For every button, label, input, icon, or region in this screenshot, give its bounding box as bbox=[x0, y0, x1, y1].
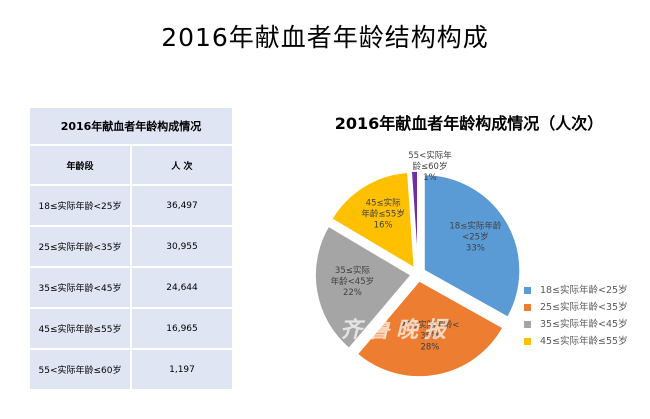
row-count: 24,644 bbox=[130, 266, 234, 309]
table-row: 55<实际年龄≤60岁 1,197 bbox=[28, 348, 234, 391]
row-age-label: 25≤实际年龄<35岁 bbox=[28, 225, 132, 268]
legend-swatch bbox=[524, 304, 531, 311]
row-count: 16,965 bbox=[130, 307, 234, 350]
watermark-logo: 齐鲁晚报 bbox=[340, 318, 453, 343]
pie-slice bbox=[356, 279, 505, 378]
row-age-label: 35≤实际年龄<45岁 bbox=[28, 266, 132, 309]
legend-swatch bbox=[524, 321, 531, 328]
legend-swatch bbox=[524, 287, 531, 294]
pie-chart-title: 2016年献血者年龄构成情况（人次） bbox=[334, 114, 604, 133]
pie-slice-label: 25≤实际年龄< 35岁 28% bbox=[400, 319, 459, 352]
age-table: 2016年献血者年龄构成情况 年龄段 人 次 18≤实际年龄<25岁 36,49… bbox=[28, 106, 234, 391]
pie-slice bbox=[314, 225, 413, 350]
pie-slice-label: 18≤实际年龄<25岁 33% bbox=[449, 220, 501, 253]
table-row: 45≤实际年龄≤55岁 16,965 bbox=[28, 307, 234, 350]
row-count: 1,197 bbox=[130, 348, 234, 391]
pie-slice bbox=[423, 173, 521, 319]
age-table-panel: 2016年献血者年龄构成情况 年龄段 人 次 18≤实际年龄<25岁 36,49… bbox=[28, 106, 234, 391]
row-age-label: 45≤实际年龄≤55岁 bbox=[28, 307, 132, 350]
legend-label: 45≤实际年龄≤55岁 bbox=[540, 336, 628, 347]
table-row: 25≤实际年龄<35岁 30,955 bbox=[28, 225, 234, 268]
pie-slice-label: 55<实际年龄≤60岁 1% bbox=[408, 150, 452, 183]
legend-swatch bbox=[524, 338, 531, 345]
legend-item: 18≤实际年龄<25岁 bbox=[524, 284, 644, 297]
pie-legend: 18≤实际年龄<25岁 25≤实际年龄<35岁 35≤实际年龄<45岁 45≤实… bbox=[524, 284, 644, 352]
row-count: 30,955 bbox=[130, 225, 234, 268]
table-header-count: 人 次 bbox=[130, 144, 234, 186]
pie-slice-label: 45≤实际年龄≤55岁 16% bbox=[361, 197, 404, 230]
row-age-label: 18≤实际年龄<25岁 bbox=[28, 184, 132, 227]
page-title: 2016年献血者年龄结构构成 bbox=[161, 23, 489, 52]
pie-chart: 18≤实际年龄<25岁 33% 25≤实际年龄< 35岁 28% 35≤实际年龄<45岁 2… bbox=[314, 150, 521, 378]
legend-item: 25≤实际年龄<35岁 bbox=[524, 301, 644, 314]
row-count: 36,497 bbox=[130, 184, 234, 227]
legend-label: 35≤实际年龄<45岁 bbox=[540, 319, 628, 330]
table-row: 35≤实际年龄<45岁 24,644 bbox=[28, 266, 234, 309]
legend-item: 45≤实际年龄≤55岁 bbox=[524, 335, 644, 348]
table-row: 18≤实际年龄<25岁 36,497 bbox=[28, 184, 234, 227]
pie-slice bbox=[410, 170, 419, 268]
table-caption: 2016年献血者年龄构成情况 bbox=[28, 106, 234, 146]
pie-slice-label: 35≤实际年龄<45岁 22% bbox=[331, 265, 374, 298]
pie-slice bbox=[330, 171, 416, 270]
legend-label: 18≤实际年龄<25岁 bbox=[540, 285, 628, 296]
legend-label: 25≤实际年龄<35岁 bbox=[540, 302, 628, 313]
table-header-age: 年龄段 bbox=[28, 144, 132, 186]
row-age-label: 55<实际年龄≤60岁 bbox=[28, 348, 132, 391]
legend-item: 35≤实际年龄<45岁 bbox=[524, 318, 644, 331]
